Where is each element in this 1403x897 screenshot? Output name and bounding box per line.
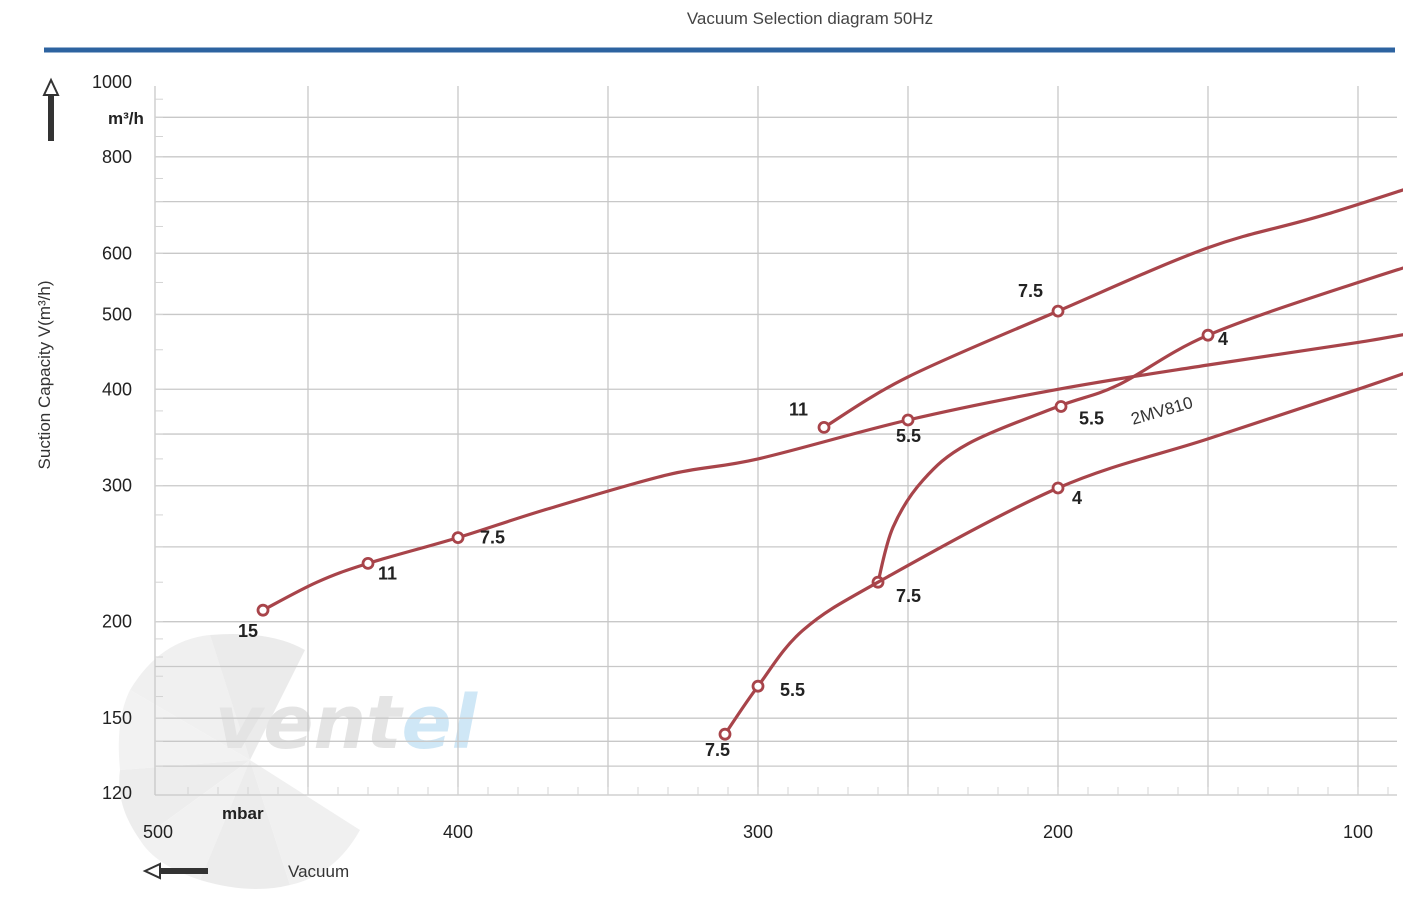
- x-tick-labels: 500 400 300 200 100: [143, 822, 1373, 842]
- x-tick-label: 400: [443, 822, 473, 842]
- series-2mv840: 2MV840117.5: [789, 188, 1403, 434]
- series-2mv810: 2MV810 7.5 5.5 4: [705, 372, 1403, 760]
- operating-point-marker: [451, 531, 465, 545]
- motor-power-label: 5.5: [1079, 408, 1104, 428]
- motor-power-label: 7.5: [896, 586, 921, 606]
- y-tick-label: 600: [102, 243, 132, 263]
- logo-part-vent: vent: [215, 680, 404, 766]
- operating-point-marker: [901, 413, 915, 427]
- y-unit-label: m³/h: [108, 109, 144, 128]
- y-axis-arrow-icon: [42, 77, 60, 141]
- watermark-logo: ventel: [118, 634, 479, 889]
- operating-point-marker: [361, 556, 375, 570]
- x-tick-label: 500: [143, 822, 173, 842]
- operating-point-marker: [817, 421, 831, 434]
- operating-point-marker: [1051, 304, 1065, 318]
- series-2mv830: 2MV8307.55.54: [871, 266, 1403, 606]
- series-line-2mv810: [723, 372, 1403, 736]
- operating-point-marker: [751, 679, 765, 693]
- operating-point-marker: [256, 603, 270, 617]
- y-axis-label: Suction Capacity V(m³/h): [35, 281, 54, 470]
- operating-point-marker: [718, 727, 732, 741]
- operating-point-marker: [1054, 400, 1068, 413]
- motor-power-label: 11: [378, 563, 397, 583]
- motor-power-label: 7.5: [1018, 281, 1043, 301]
- series-line-2mv820: [261, 333, 1403, 612]
- y-tick-label: 500: [102, 304, 132, 324]
- x-axis-arrow-icon: [142, 862, 208, 880]
- x-tick-label: 300: [743, 822, 773, 842]
- motor-power-label: 4: [1072, 488, 1082, 508]
- series-line-2mv840: [822, 188, 1403, 429]
- series-layer: 2MV840117.52MV8307.55.542MV82015117.55.5…: [238, 188, 1403, 760]
- y-tick-labels: 120 150 200 300 400 500 600 800 1000: [92, 72, 132, 803]
- operating-point-marker: [1201, 328, 1215, 342]
- motor-power-label: 15: [238, 621, 258, 641]
- logo-part-el: el: [401, 680, 478, 766]
- x-unit-label: mbar: [222, 804, 264, 823]
- motor-power-label: 11: [789, 399, 808, 419]
- motor-power-label: 5.5: [896, 426, 921, 446]
- y-tick-label: 120: [102, 783, 132, 803]
- logo-text: ventel: [215, 680, 479, 766]
- series-name-label: 2MV810: [1129, 393, 1195, 429]
- motor-power-label: 5.5: [780, 680, 805, 700]
- y-tick-label: 200: [102, 612, 132, 632]
- grid: [154, 86, 1397, 796]
- x-tick-label: 200: [1043, 822, 1073, 842]
- y-tick-label: 800: [102, 147, 132, 167]
- operating-point-marker: [1051, 481, 1065, 495]
- x-tick-label: 100: [1343, 822, 1373, 842]
- series-2mv820: 2MV82015117.55.5: [238, 333, 1403, 641]
- motor-power-label: 7.5: [480, 528, 505, 548]
- series-line-2mv830: [876, 266, 1403, 584]
- y-tick-label: 400: [102, 379, 132, 399]
- y-tick-label: 300: [102, 476, 132, 496]
- x-axis-label: Vacuum: [288, 862, 349, 881]
- y-tick-label: 1000: [92, 72, 132, 92]
- chart-title: Vacuum Selection diagram 50Hz: [687, 9, 933, 28]
- y-tick-label: 150: [102, 708, 132, 728]
- motor-power-label: 4: [1218, 329, 1228, 349]
- motor-power-label: 7.5: [705, 740, 730, 760]
